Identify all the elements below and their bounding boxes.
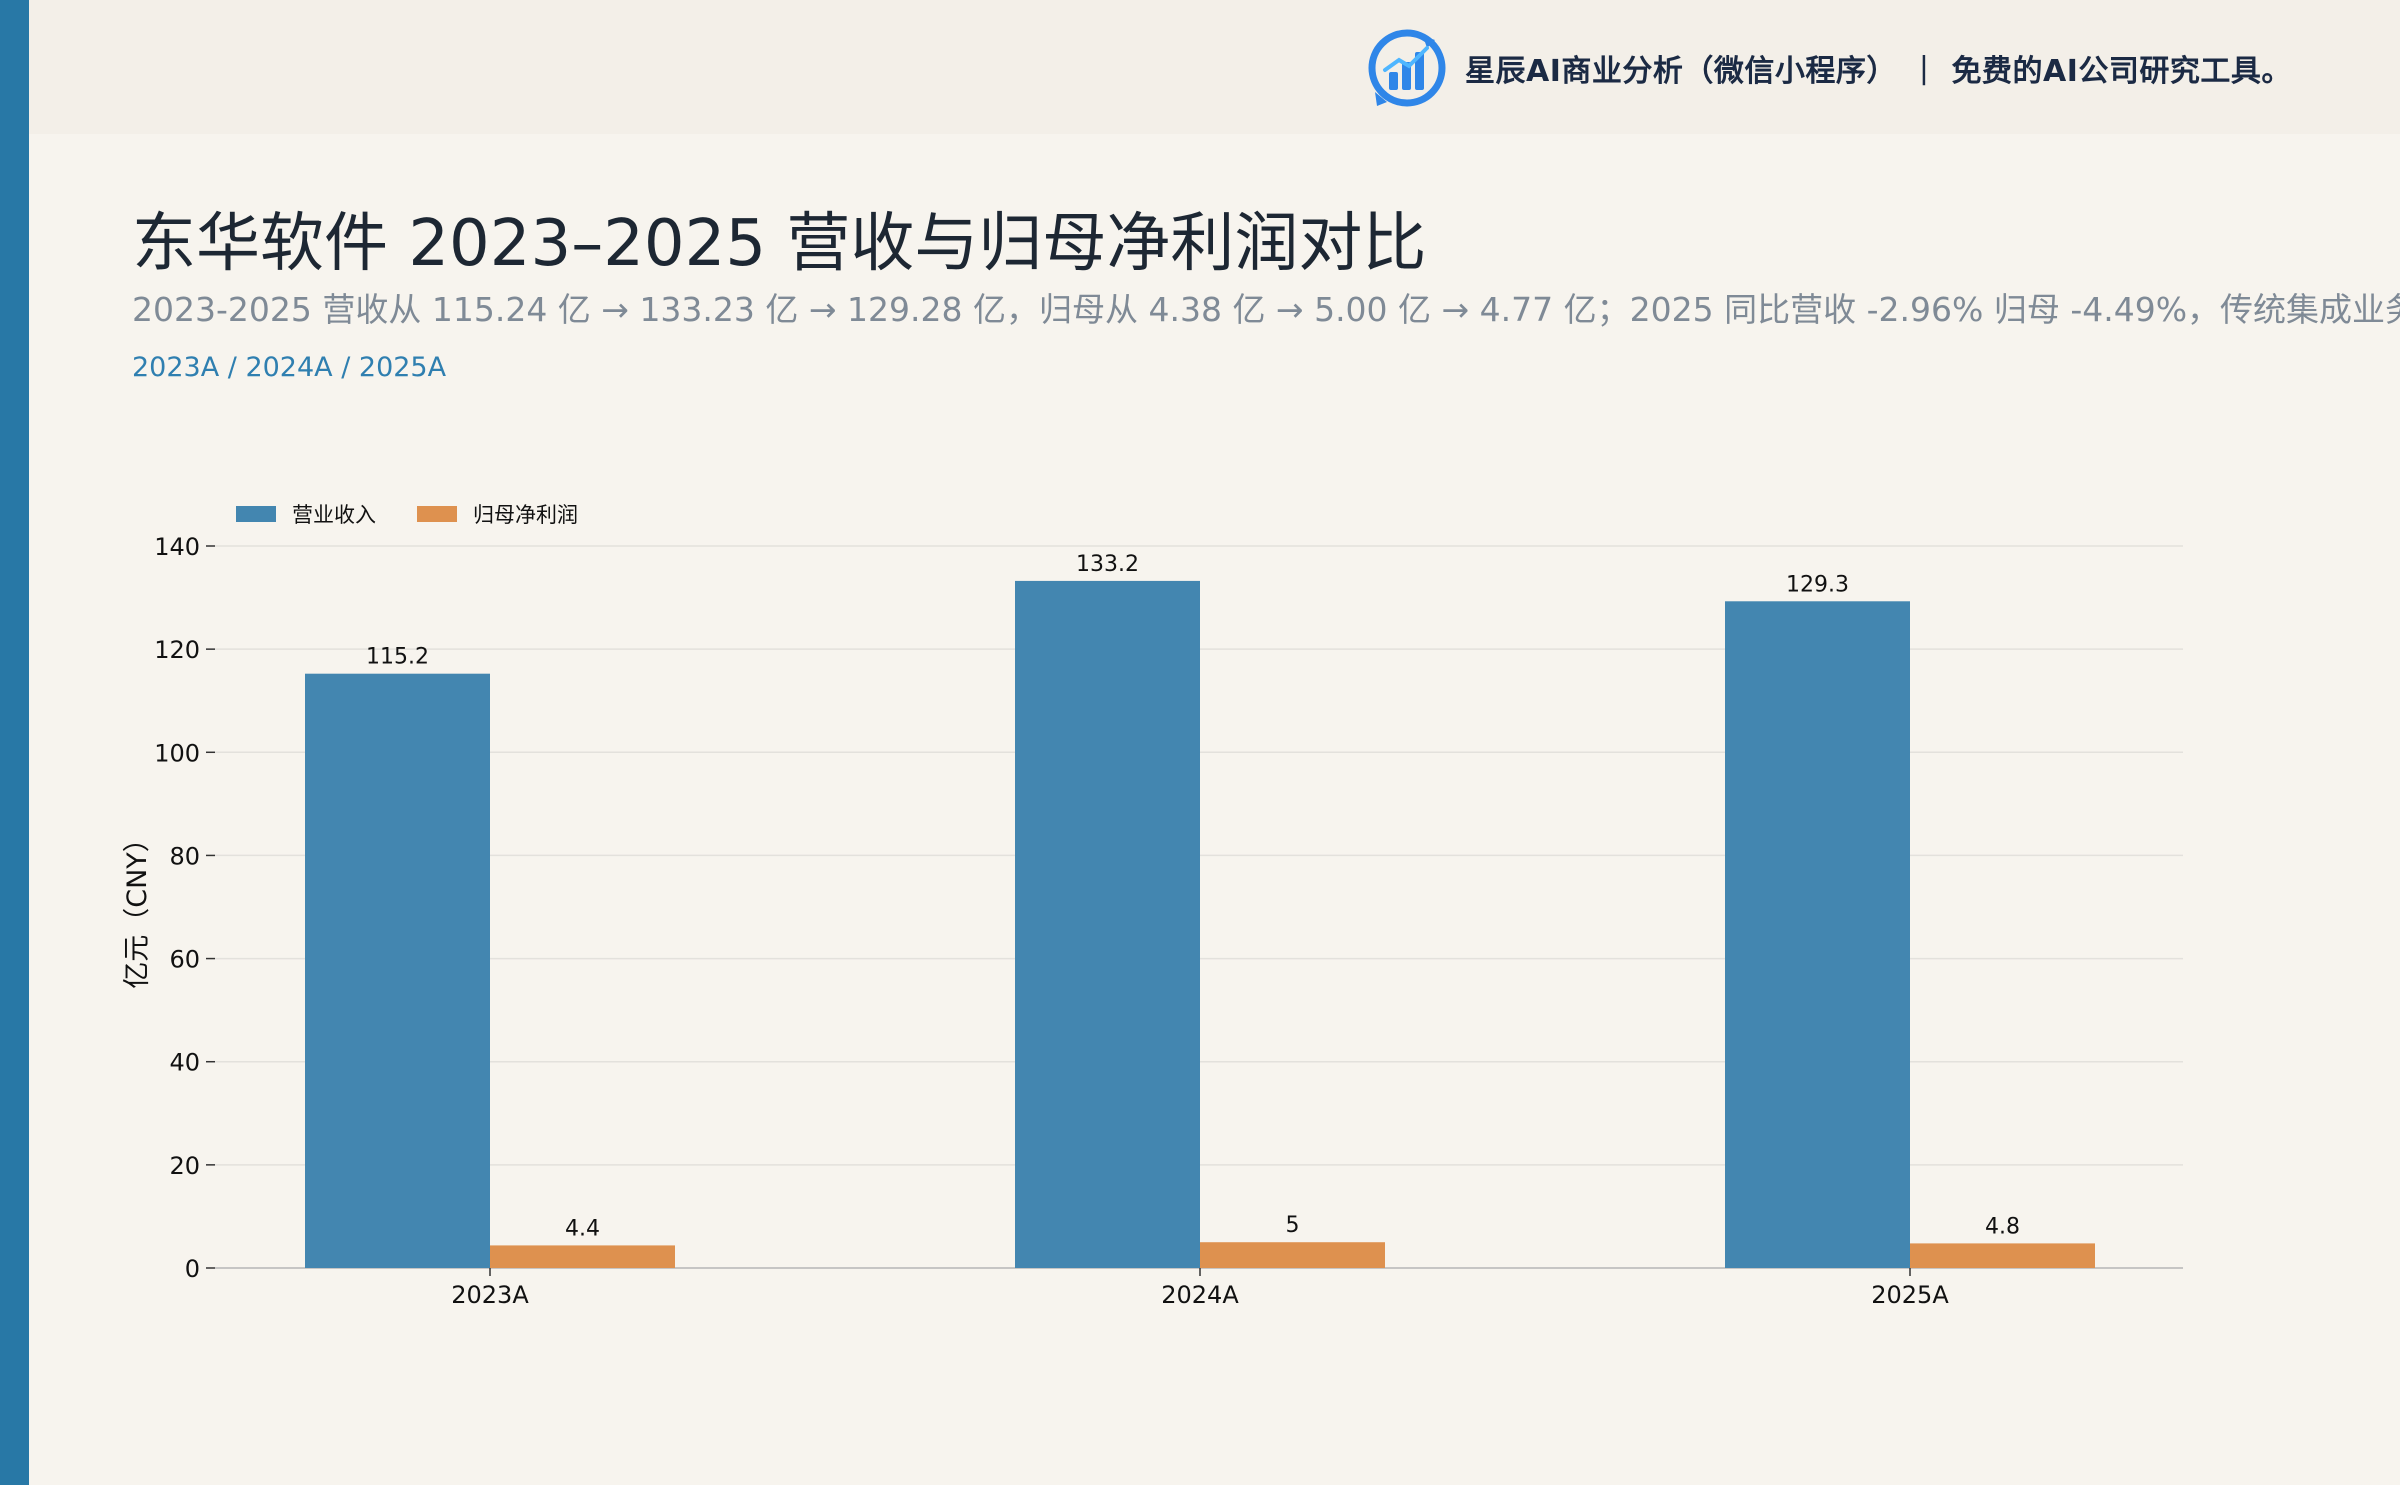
brand-separator: | xyxy=(1918,50,1930,86)
data-label: 4.4 xyxy=(565,1216,600,1241)
data-label: 133.2 xyxy=(1076,552,1139,577)
data-label: 5 xyxy=(1286,1213,1300,1238)
bar-net-profit xyxy=(1200,1242,1385,1268)
y-tick-label: 140 xyxy=(154,533,200,561)
data-label: 4.8 xyxy=(1985,1214,2020,1239)
chart-title: 东华软件 2023–2025 营收与归母净利润对比 xyxy=(132,207,1427,281)
left-accent-stripe xyxy=(0,0,29,1485)
brand-name: 星辰AI商业分析（微信小程序） xyxy=(1465,54,1897,89)
y-tick-label: 20 xyxy=(169,1152,200,1180)
top-banner xyxy=(29,0,2400,134)
bar-chart-logo-icon xyxy=(1368,29,1446,107)
y-tick-label: 40 xyxy=(169,1049,200,1077)
y-tick-label: 100 xyxy=(154,739,200,767)
y-tick-label: 0 xyxy=(185,1255,200,1283)
legend-label: 营业收入 xyxy=(292,503,376,527)
data-label: 129.3 xyxy=(1786,572,1849,597)
data-label: 115.2 xyxy=(366,645,429,670)
legend-swatch xyxy=(417,506,457,522)
bar-revenue xyxy=(1725,601,1910,1268)
bar-net-profit xyxy=(1910,1243,2095,1268)
bar-revenue xyxy=(1015,580,1200,1268)
bar-revenue xyxy=(305,673,490,1268)
legend-label: 归母净利润 xyxy=(473,503,578,527)
brand-header: 星辰AI商业分析（微信小程序） | 免费的AI公司研究工具。 xyxy=(1365,22,2292,114)
bar-net-profit xyxy=(490,1245,675,1268)
bar-chart: 0 20 40 60 80 100 120 140 亿元（CNY） 115.2 4.4 2023A 13… xyxy=(122,503,2183,1309)
x-tick-label: 2025A xyxy=(1871,1281,1949,1309)
y-axis-label: 亿元（CNY） xyxy=(122,825,153,989)
brand-tagline: 免费的AI公司研究工具。 xyxy=(1951,54,2292,89)
x-tick-label: 2023A xyxy=(451,1281,529,1309)
chart-subtitle: 2023-2025 营收从 115.24 亿 → 133.23 亿 → 129.… xyxy=(132,290,2400,329)
period-label: 2023A / 2024A / 2025A xyxy=(132,352,447,383)
y-tick-label: 120 xyxy=(154,636,200,664)
y-tick-label: 80 xyxy=(169,842,200,870)
x-tick-label: 2024A xyxy=(1161,1281,1239,1309)
y-tick-label: 60 xyxy=(169,946,200,974)
legend-swatch xyxy=(236,506,276,522)
